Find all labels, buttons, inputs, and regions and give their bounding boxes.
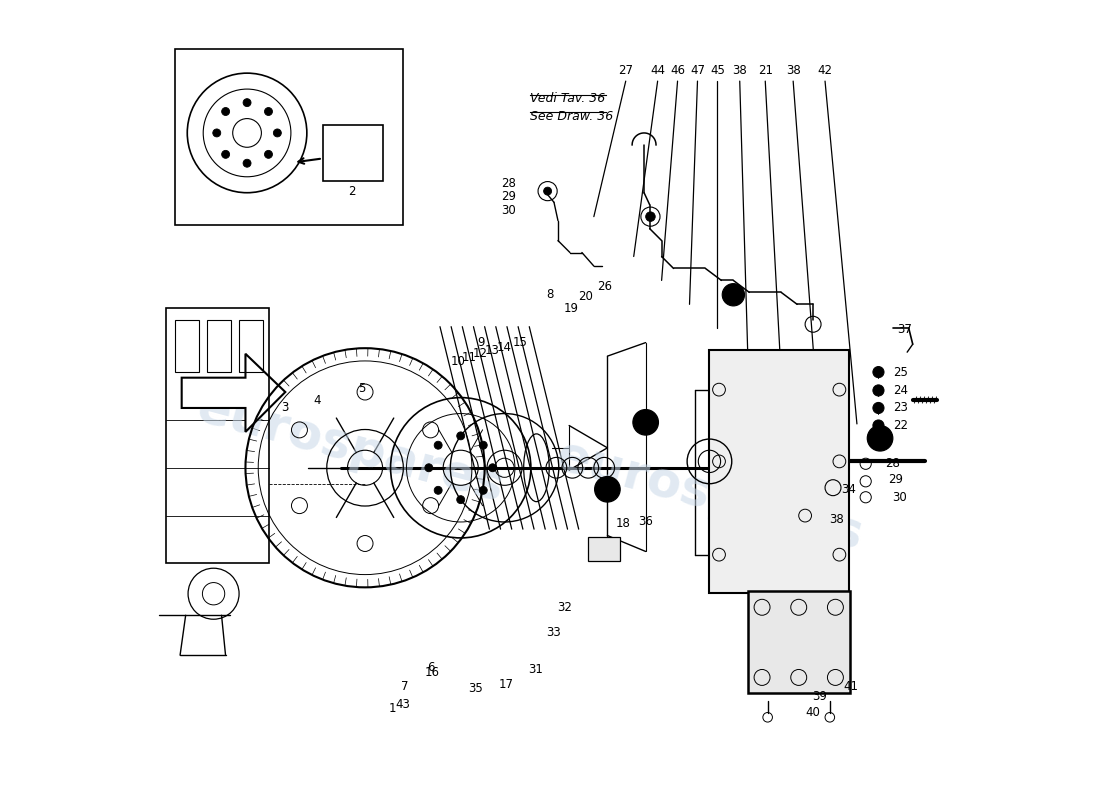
Text: 38: 38 (733, 64, 747, 78)
Circle shape (243, 98, 251, 106)
Circle shape (480, 442, 487, 450)
Text: 10: 10 (451, 355, 465, 368)
Text: 5: 5 (359, 382, 365, 394)
Bar (207, 320, 231, 372)
Bar (175, 50, 403, 225)
Text: 21: 21 (758, 64, 772, 78)
Text: 16: 16 (425, 666, 440, 679)
Circle shape (543, 187, 551, 195)
Text: 29: 29 (500, 190, 516, 203)
Bar (175, 320, 199, 372)
Text: 39: 39 (812, 690, 827, 703)
Circle shape (873, 366, 884, 378)
Text: 41: 41 (844, 681, 859, 694)
Text: 12: 12 (472, 347, 487, 360)
Bar (322, 125, 383, 181)
Text: 22: 22 (893, 419, 909, 432)
Text: 7: 7 (402, 681, 409, 694)
Text: 2: 2 (349, 185, 356, 198)
Text: 14: 14 (497, 341, 513, 354)
Text: 23: 23 (893, 402, 909, 414)
Text: 9: 9 (477, 336, 484, 349)
Bar (166, 308, 270, 563)
Circle shape (873, 402, 884, 414)
Circle shape (873, 420, 884, 431)
Circle shape (873, 385, 884, 396)
Text: A: A (641, 418, 650, 427)
Text: 45: 45 (710, 64, 725, 78)
Text: 38: 38 (829, 513, 845, 526)
Circle shape (221, 150, 230, 158)
Circle shape (434, 486, 442, 494)
Text: 26: 26 (596, 280, 612, 294)
Text: B: B (604, 484, 612, 494)
Circle shape (456, 496, 464, 504)
Text: 28: 28 (502, 177, 516, 190)
Circle shape (264, 107, 273, 115)
Text: 24: 24 (893, 384, 909, 397)
Text: eurospares: eurospares (191, 384, 509, 512)
Text: 31: 31 (528, 663, 543, 676)
Circle shape (434, 442, 442, 450)
Text: 15: 15 (513, 336, 527, 349)
Circle shape (425, 464, 432, 472)
Circle shape (723, 284, 745, 306)
Circle shape (480, 486, 487, 494)
Text: 13: 13 (485, 344, 501, 357)
Text: 18: 18 (616, 517, 630, 530)
Text: See Draw. 36: See Draw. 36 (530, 110, 614, 122)
Bar (748, 591, 850, 694)
Text: 30: 30 (502, 204, 516, 217)
Bar (588, 537, 620, 561)
Text: 28: 28 (886, 458, 900, 470)
Circle shape (867, 426, 893, 451)
Circle shape (221, 107, 230, 115)
Text: 29: 29 (889, 474, 903, 486)
Circle shape (264, 150, 273, 158)
Text: 33: 33 (547, 626, 561, 639)
Circle shape (646, 212, 656, 222)
Bar (239, 320, 263, 372)
Text: 40: 40 (805, 706, 821, 719)
Text: 30: 30 (892, 490, 906, 504)
Text: 3: 3 (282, 402, 289, 414)
Text: 34: 34 (842, 482, 857, 496)
Text: 8: 8 (547, 288, 553, 302)
Text: 1: 1 (388, 702, 396, 715)
Circle shape (488, 464, 496, 472)
Bar (710, 350, 849, 593)
Text: 17: 17 (498, 678, 514, 691)
Polygon shape (182, 354, 285, 432)
Text: 19: 19 (563, 302, 579, 315)
Text: 27: 27 (618, 64, 634, 78)
Text: 42: 42 (817, 64, 833, 78)
Text: 6: 6 (427, 661, 434, 674)
Text: A: A (876, 434, 884, 443)
Circle shape (212, 129, 221, 137)
Text: Vedi Tav. 36: Vedi Tav. 36 (530, 92, 605, 105)
Text: 36: 36 (638, 514, 653, 528)
Text: 43: 43 (396, 698, 410, 711)
Text: 25: 25 (893, 366, 909, 378)
Text: eurospares: eurospares (550, 431, 869, 560)
Circle shape (632, 410, 659, 435)
Text: 38: 38 (785, 64, 801, 78)
Text: 32: 32 (557, 601, 572, 614)
Text: 44: 44 (650, 64, 666, 78)
Text: 37: 37 (898, 323, 912, 336)
Circle shape (595, 477, 620, 502)
Circle shape (456, 432, 464, 440)
Text: 4: 4 (314, 394, 321, 406)
Circle shape (243, 159, 251, 167)
Circle shape (274, 129, 282, 137)
Text: 46: 46 (670, 64, 685, 78)
Text: 47: 47 (690, 64, 705, 78)
Text: B: B (729, 290, 737, 300)
Text: 11: 11 (461, 351, 476, 364)
Text: 35: 35 (469, 682, 483, 695)
Text: 20: 20 (578, 290, 593, 303)
